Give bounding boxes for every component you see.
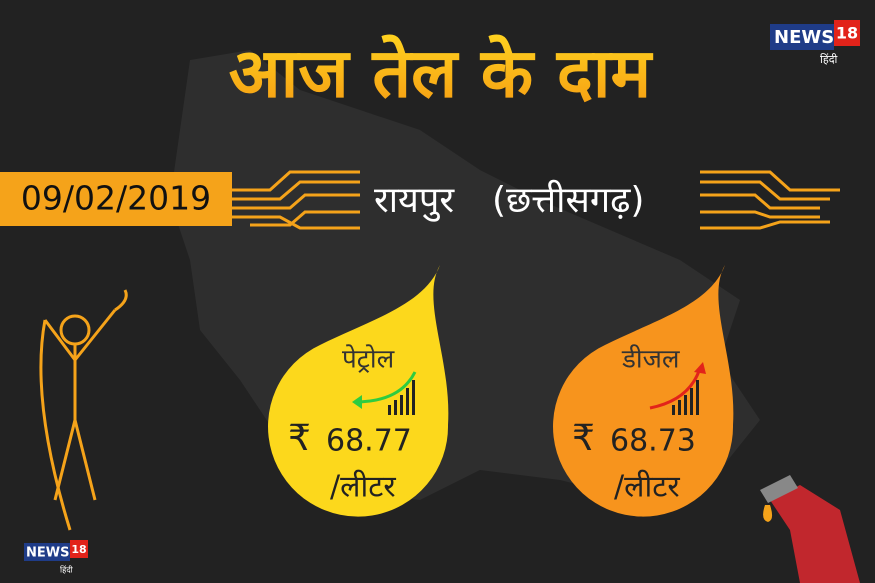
- signal-bars: [388, 380, 415, 415]
- petrol-unit: /लीटर: [330, 470, 396, 505]
- logo-language: हिंदी: [820, 53, 838, 66]
- logo-number: 18: [836, 24, 858, 43]
- logo-number-box: [834, 20, 860, 46]
- logo-language: हिंदी: [60, 565, 74, 575]
- logo-box: [770, 24, 834, 50]
- arrow-head: [694, 362, 706, 374]
- petrol-drop: [268, 265, 449, 517]
- arrow-head: [352, 395, 362, 409]
- logo-number: 18: [71, 543, 86, 556]
- diesel-price: 68.73: [610, 424, 696, 459]
- diesel-currency: ₹: [572, 418, 595, 459]
- trend-arrow: [354, 371, 417, 404]
- state: (छत्तीसगढ़): [492, 179, 644, 221]
- pump-man-figure: [39, 289, 128, 531]
- logo-number-box: [70, 540, 88, 558]
- circuit-right: [700, 170, 840, 230]
- petrol-price: 68.77: [326, 424, 412, 459]
- diesel-unit: /लीटर: [614, 470, 680, 505]
- signal-bars: [672, 380, 699, 415]
- logo-box: [24, 543, 70, 561]
- date-box: [0, 172, 232, 226]
- fuel-nozzle: [760, 475, 860, 583]
- diesel-card: डीजल ₹ 68.73 /लीटर: [553, 265, 734, 517]
- logo-name: NEWS: [774, 27, 834, 48]
- city: रायपुर: [374, 180, 455, 222]
- date: 09/02/2019: [21, 179, 211, 218]
- circuit-left: [232, 170, 360, 230]
- logo-name: NEWS: [26, 546, 69, 561]
- petrol-currency: ₹: [288, 418, 311, 459]
- diesel-drop: [553, 265, 734, 517]
- title: आज तेल के दाम: [229, 35, 654, 114]
- diesel-label: डीजल: [621, 344, 680, 375]
- petrol-label: पेट्रोल: [342, 344, 395, 375]
- trend-arrow: [649, 367, 702, 410]
- logo-bottom: NEWS 18 हिंदी: [24, 540, 88, 575]
- petrol-card: पेट्रोल ₹ 68.77 /लीटर: [268, 265, 449, 517]
- logo-top: NEWS 18 हिंदी: [770, 20, 860, 66]
